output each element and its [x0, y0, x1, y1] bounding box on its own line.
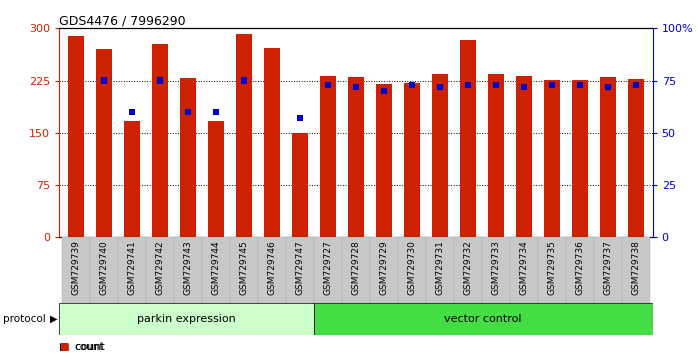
Bar	[376, 84, 392, 237]
Bar	[633, 81, 639, 88]
Text: GSM729745: GSM729745	[239, 240, 248, 295]
Bar	[493, 81, 499, 88]
Bar	[62, 237, 90, 303]
Bar	[101, 78, 107, 84]
Bar	[572, 80, 588, 237]
Bar	[404, 82, 419, 237]
Bar	[129, 109, 135, 115]
Bar	[437, 84, 443, 90]
Bar	[622, 237, 650, 303]
Bar	[320, 76, 336, 237]
Bar	[202, 237, 230, 303]
Bar	[230, 237, 258, 303]
Text: GSM729743: GSM729743	[184, 240, 193, 295]
Text: GSM729744: GSM729744	[211, 240, 221, 295]
Bar	[510, 237, 538, 303]
Text: GSM729739: GSM729739	[72, 240, 81, 295]
Text: GSM729727: GSM729727	[323, 240, 332, 295]
Bar	[577, 81, 583, 88]
Bar	[544, 80, 560, 237]
Bar	[314, 237, 342, 303]
Bar	[146, 237, 174, 303]
Text: GSM729728: GSM729728	[352, 240, 360, 295]
Bar	[538, 237, 566, 303]
Bar	[398, 237, 426, 303]
Bar	[566, 237, 594, 303]
Bar	[265, 48, 280, 237]
Bar	[488, 74, 503, 237]
Bar	[59, 303, 313, 335]
Text: ■: ■	[59, 342, 69, 352]
Text: GSM729741: GSM729741	[128, 240, 137, 295]
Text: GSM729736: GSM729736	[575, 240, 584, 295]
Bar	[465, 81, 471, 88]
Bar	[241, 78, 247, 84]
Text: GSM729730: GSM729730	[408, 240, 417, 295]
Bar	[313, 303, 653, 335]
Bar	[185, 109, 191, 115]
Text: count: count	[75, 342, 104, 352]
Bar	[604, 84, 611, 90]
Text: protocol: protocol	[3, 314, 46, 324]
Bar	[628, 79, 644, 237]
Bar	[521, 84, 527, 90]
Bar	[124, 121, 140, 237]
Text: GSM729747: GSM729747	[295, 240, 304, 295]
Text: GSM729737: GSM729737	[603, 240, 612, 295]
Bar	[370, 237, 398, 303]
Text: GSM729729: GSM729729	[380, 240, 389, 295]
Text: GSM729732: GSM729732	[463, 240, 473, 295]
Bar	[237, 34, 252, 237]
Bar	[594, 237, 622, 303]
Bar	[325, 81, 331, 88]
Bar	[213, 109, 219, 115]
Bar	[152, 44, 168, 237]
Bar	[157, 78, 163, 84]
Bar	[381, 88, 387, 94]
Bar	[549, 81, 555, 88]
Text: GSM729735: GSM729735	[547, 240, 556, 295]
Bar	[409, 81, 415, 88]
Bar	[454, 237, 482, 303]
Text: ▶: ▶	[50, 314, 58, 324]
Bar	[348, 77, 364, 237]
Bar	[600, 77, 616, 237]
Bar	[209, 121, 224, 237]
Bar	[342, 237, 370, 303]
Bar	[68, 36, 84, 237]
Text: vector control: vector control	[445, 314, 522, 324]
Bar	[426, 237, 454, 303]
Bar	[297, 115, 303, 121]
Text: GSM729733: GSM729733	[491, 240, 500, 295]
Bar	[180, 78, 195, 237]
Text: GSM729746: GSM729746	[267, 240, 276, 295]
Bar	[286, 237, 314, 303]
Bar	[90, 237, 118, 303]
Bar	[353, 84, 359, 90]
Bar	[482, 237, 510, 303]
Text: GSM729742: GSM729742	[156, 240, 165, 295]
Text: GDS4476 / 7996290: GDS4476 / 7996290	[59, 14, 186, 27]
Bar	[292, 133, 308, 237]
Text: parkin expression: parkin expression	[137, 314, 236, 324]
Text: ■  count: ■ count	[59, 342, 105, 352]
Bar	[96, 49, 112, 237]
Bar	[432, 74, 447, 237]
Text: GSM729738: GSM729738	[631, 240, 640, 295]
Bar	[118, 237, 146, 303]
Bar	[517, 76, 532, 237]
Bar	[174, 237, 202, 303]
Text: GSM729734: GSM729734	[519, 240, 528, 295]
Bar	[258, 237, 286, 303]
Bar	[460, 40, 475, 237]
Text: GSM729731: GSM729731	[436, 240, 445, 295]
Text: GSM729740: GSM729740	[100, 240, 109, 295]
